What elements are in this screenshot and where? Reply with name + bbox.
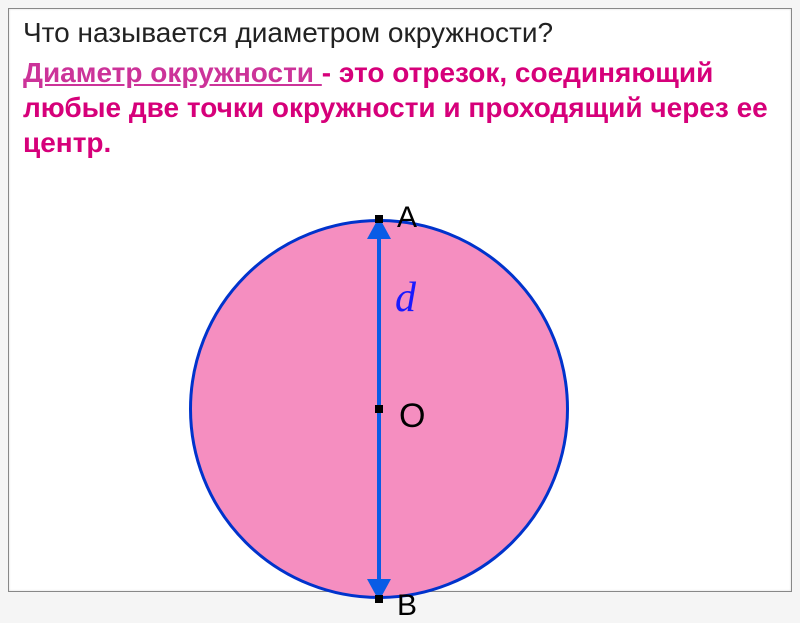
label-o: О — [399, 397, 425, 436]
diagram-container: А О В d — [189, 219, 569, 599]
point-o-dot — [375, 405, 383, 413]
label-a: А — [397, 201, 417, 235]
question-text: Что называется диаметром окружности? — [23, 15, 777, 50]
definition-block: Диаметр окружности - это отрезок, соедин… — [23, 55, 777, 160]
label-d: d — [395, 274, 416, 322]
point-a-dot — [375, 215, 383, 223]
label-b: В — [397, 589, 417, 623]
point-b-dot — [375, 595, 383, 603]
definition-term: Диаметр окружности — [23, 57, 322, 88]
slide-frame: Что называется диаметром окружности? Диа… — [8, 8, 792, 592]
